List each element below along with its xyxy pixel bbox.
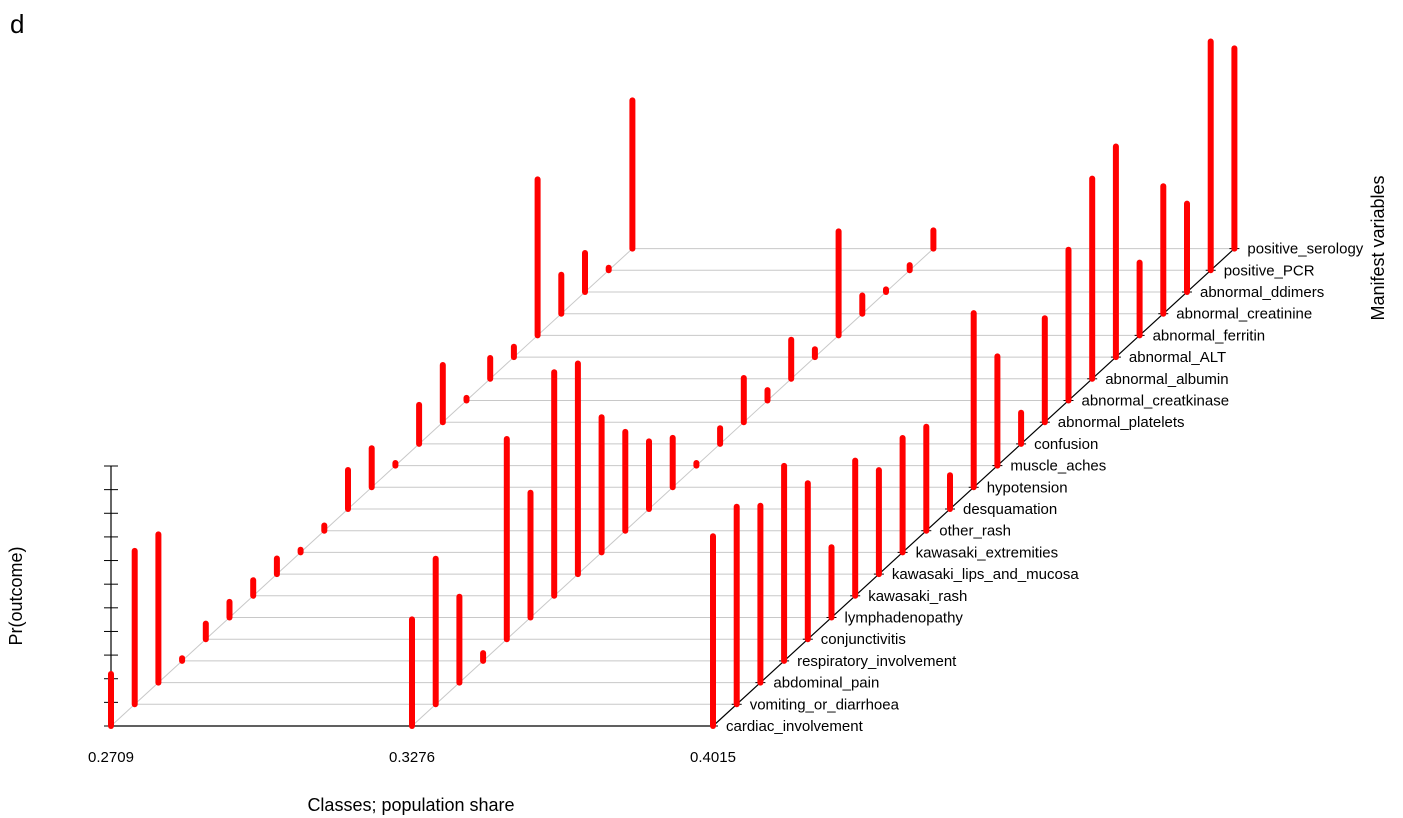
bars: [108, 38, 1238, 729]
variable-label: positive_serology: [1247, 241, 1363, 258]
variable-label: vomiting_or_diarrhoea: [750, 696, 900, 713]
variable-label: kawasaki_extremities: [916, 544, 1059, 561]
variable-label: positive_PCR: [1224, 262, 1315, 279]
x-tick-label: 0.3276: [389, 749, 435, 766]
z-axis-title: Manifest variables: [1368, 175, 1388, 320]
variable-label: lymphadenopathy: [845, 610, 964, 627]
variable-label: abnormal_creatinine: [1176, 306, 1312, 323]
x-tick-label: 0.4015: [690, 749, 736, 766]
labels: 0.2709 0.3276 0.4015 cardiac_involvement vom…: [88, 241, 1364, 766]
variable-label: abnormal_ALT: [1129, 349, 1226, 366]
variable-label: conjunctivitis: [821, 631, 906, 648]
variable-label: desquamation: [963, 501, 1057, 518]
variable-label: abnormal_albumin: [1105, 371, 1228, 388]
y-axis-title: Pr(outcome): [6, 546, 26, 645]
variable-label: cardiac_involvement: [726, 718, 864, 735]
x-tick-label: 0.2709: [88, 749, 134, 766]
variable-label: muscle_aches: [1010, 458, 1106, 475]
x-axis-title: Classes; population share: [307, 795, 514, 815]
variable-label: confusion: [1034, 436, 1098, 453]
variable-label: respiratory_involvement: [797, 653, 957, 670]
variable-label: kawasaki_rash: [868, 588, 967, 605]
variable-label: abnormal_creatkinase: [1082, 393, 1230, 410]
variable-label: abnormal_ddimers: [1200, 284, 1324, 301]
variable-label: abnormal_platelets: [1058, 414, 1185, 431]
variable-label: abnormal_ferritin: [1153, 327, 1266, 344]
variable-label: other_rash: [939, 523, 1011, 540]
variable-label: abdominal_pain: [773, 675, 879, 692]
variable-label: kawasaki_lips_and_mucosa: [892, 566, 1079, 583]
variable-label: hypotension: [987, 479, 1068, 496]
panel-label: d: [10, 9, 24, 39]
